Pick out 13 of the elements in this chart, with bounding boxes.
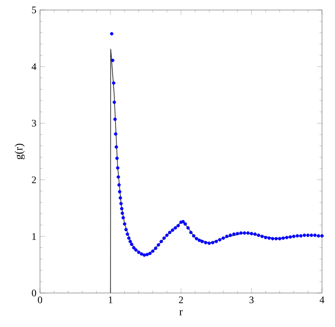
y-tick-label: 3 — [32, 120, 36, 127]
y-tick-label: 4 — [32, 63, 36, 70]
x-tick-label: 3 — [249, 296, 254, 304]
x-axis-title: r — [179, 310, 183, 316]
y-tick-label: 1 — [32, 233, 36, 240]
x-tick-label: 1 — [108, 296, 112, 304]
y-axis-title: g(r) — [14, 144, 25, 160]
y-tick-label: 5 — [32, 6, 36, 14]
x-tick-label: 4 — [320, 296, 324, 304]
y-tick-label: 2 — [32, 176, 36, 184]
x-tick-label: 2 — [178, 296, 183, 304]
x-tick-label: 0 — [38, 296, 42, 304]
y-tick-label: 0 — [32, 290, 36, 296]
